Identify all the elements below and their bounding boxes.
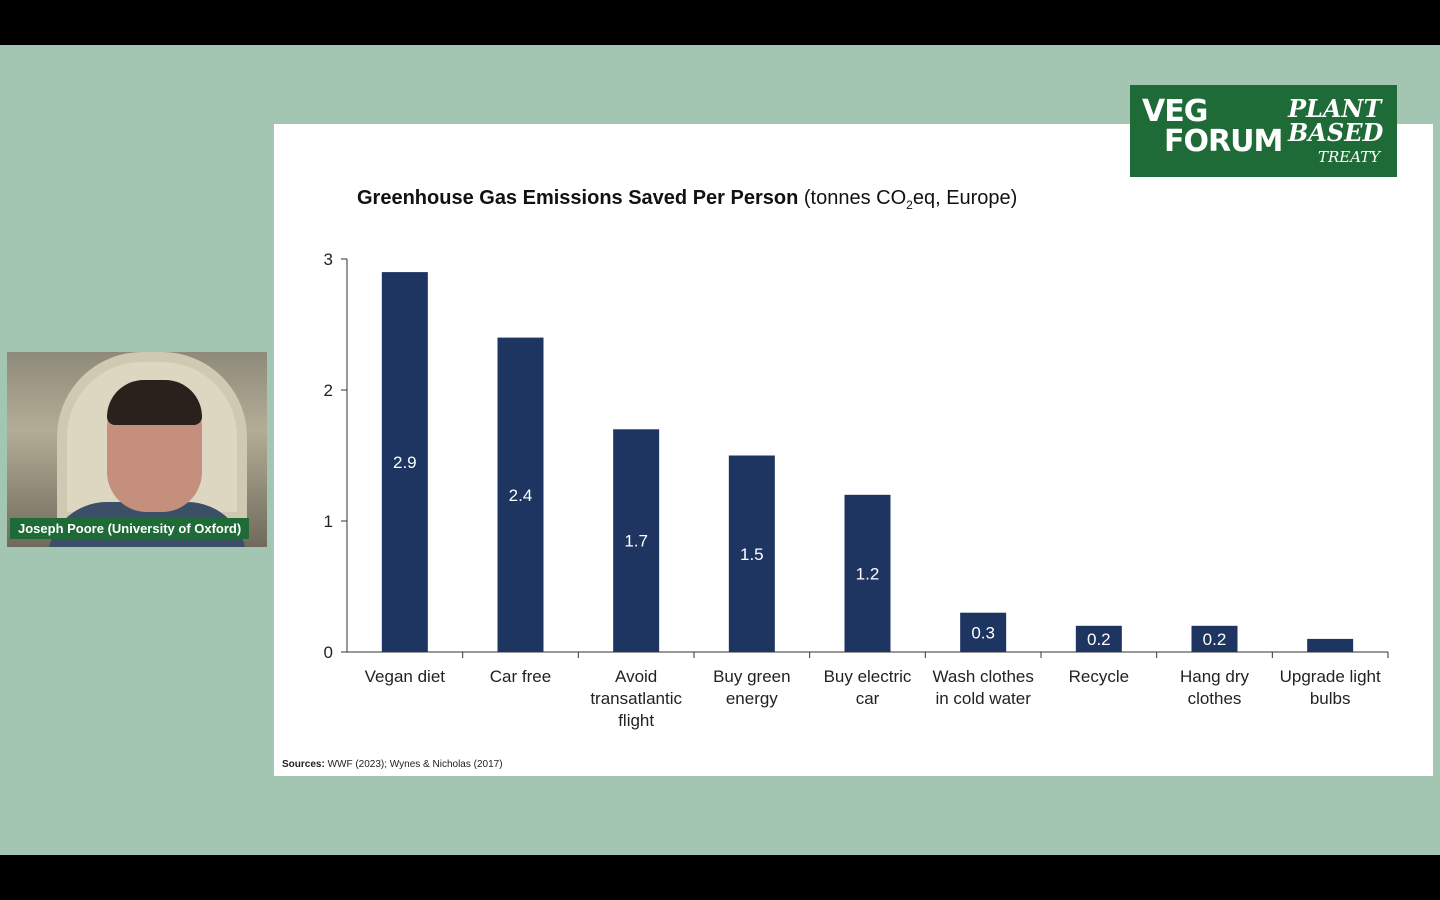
x-tick-label: Car free bbox=[490, 667, 551, 686]
bar bbox=[497, 337, 544, 652]
x-tick-label: transatlantic bbox=[590, 689, 682, 708]
event-logo-banner: VEG FORUM PLANT BASED TREATY bbox=[1130, 85, 1397, 177]
bar bbox=[381, 272, 428, 652]
bar bbox=[1075, 625, 1122, 652]
y-tick-label: 2 bbox=[324, 381, 333, 400]
bar bbox=[960, 612, 1007, 652]
logo-text-plant: PLANT bbox=[1288, 94, 1382, 123]
x-tick-label: Avoid bbox=[615, 667, 657, 686]
data-label: 2.4 bbox=[509, 486, 533, 505]
plant-based-treaty-logo: PLANT BASED TREATY bbox=[1288, 97, 1383, 169]
bar bbox=[728, 455, 775, 652]
logo-text-veg: VEG bbox=[1142, 94, 1208, 129]
x-tick-label: in cold water bbox=[935, 689, 1031, 708]
logo-text-based: BASED bbox=[1288, 118, 1384, 147]
presentation-slide bbox=[274, 124, 1433, 776]
x-tick-label: Recycle bbox=[1069, 667, 1129, 686]
chart-unit-pre: (tonnes CO bbox=[803, 187, 907, 209]
x-tick-label: clothes bbox=[1188, 689, 1242, 708]
y-tick-label: 3 bbox=[324, 250, 333, 269]
source-label: Sources: bbox=[282, 759, 325, 770]
data-label: 2.9 bbox=[393, 453, 417, 472]
bar bbox=[613, 429, 660, 652]
logo-text-treaty: TREATY bbox=[1318, 148, 1381, 166]
data-label: 1.2 bbox=[856, 564, 880, 583]
logo-text-forum: FORUM bbox=[1164, 124, 1283, 159]
x-tick-label: energy bbox=[726, 689, 778, 708]
presenter-name-tag: Joseph Poore (University of Oxford) bbox=[10, 518, 250, 539]
data-label: 1.7 bbox=[624, 532, 648, 551]
bar bbox=[1307, 638, 1354, 652]
chart-title-main: Greenhouse Gas Emissions Saved Per Perso… bbox=[357, 187, 799, 209]
data-label: 0.2 bbox=[1203, 630, 1227, 649]
x-tick-label: car bbox=[856, 689, 880, 708]
veg-forum-logo: VEG FORUM bbox=[1142, 94, 1283, 159]
presenter-hair bbox=[107, 380, 202, 425]
x-tick-label: Upgrade light bbox=[1280, 667, 1381, 686]
source-text: WWF (2023); Wynes & Nicholas (2017) bbox=[324, 759, 503, 770]
y-tick-label: 0 bbox=[324, 643, 333, 662]
x-tick-label: flight bbox=[618, 711, 654, 730]
bar bbox=[844, 494, 891, 652]
x-tick-label: Vegan diet bbox=[365, 667, 446, 686]
y-tick-label: 1 bbox=[324, 512, 333, 531]
x-tick-label: Buy green bbox=[713, 667, 791, 686]
chart-unit-sub: 2 bbox=[906, 198, 913, 212]
source-note: Sources: WWF (2023); Wynes & Nicholas (2… bbox=[282, 759, 503, 770]
data-label: 1.5 bbox=[740, 545, 764, 564]
chart-unit-post: eq, Europe) bbox=[912, 187, 1018, 209]
data-label: 0.3 bbox=[971, 623, 995, 642]
x-tick-label: Hang dry bbox=[1180, 667, 1249, 686]
x-tick-label: bulbs bbox=[1310, 689, 1351, 708]
bar bbox=[1191, 625, 1238, 652]
x-tick-label: Wash clothes bbox=[932, 667, 1033, 686]
x-tick-label: Buy electric bbox=[824, 667, 912, 686]
data-label: 0.2 bbox=[1087, 630, 1111, 649]
chart-title: Greenhouse Gas Emissions Saved Per Perso… bbox=[357, 187, 1017, 212]
